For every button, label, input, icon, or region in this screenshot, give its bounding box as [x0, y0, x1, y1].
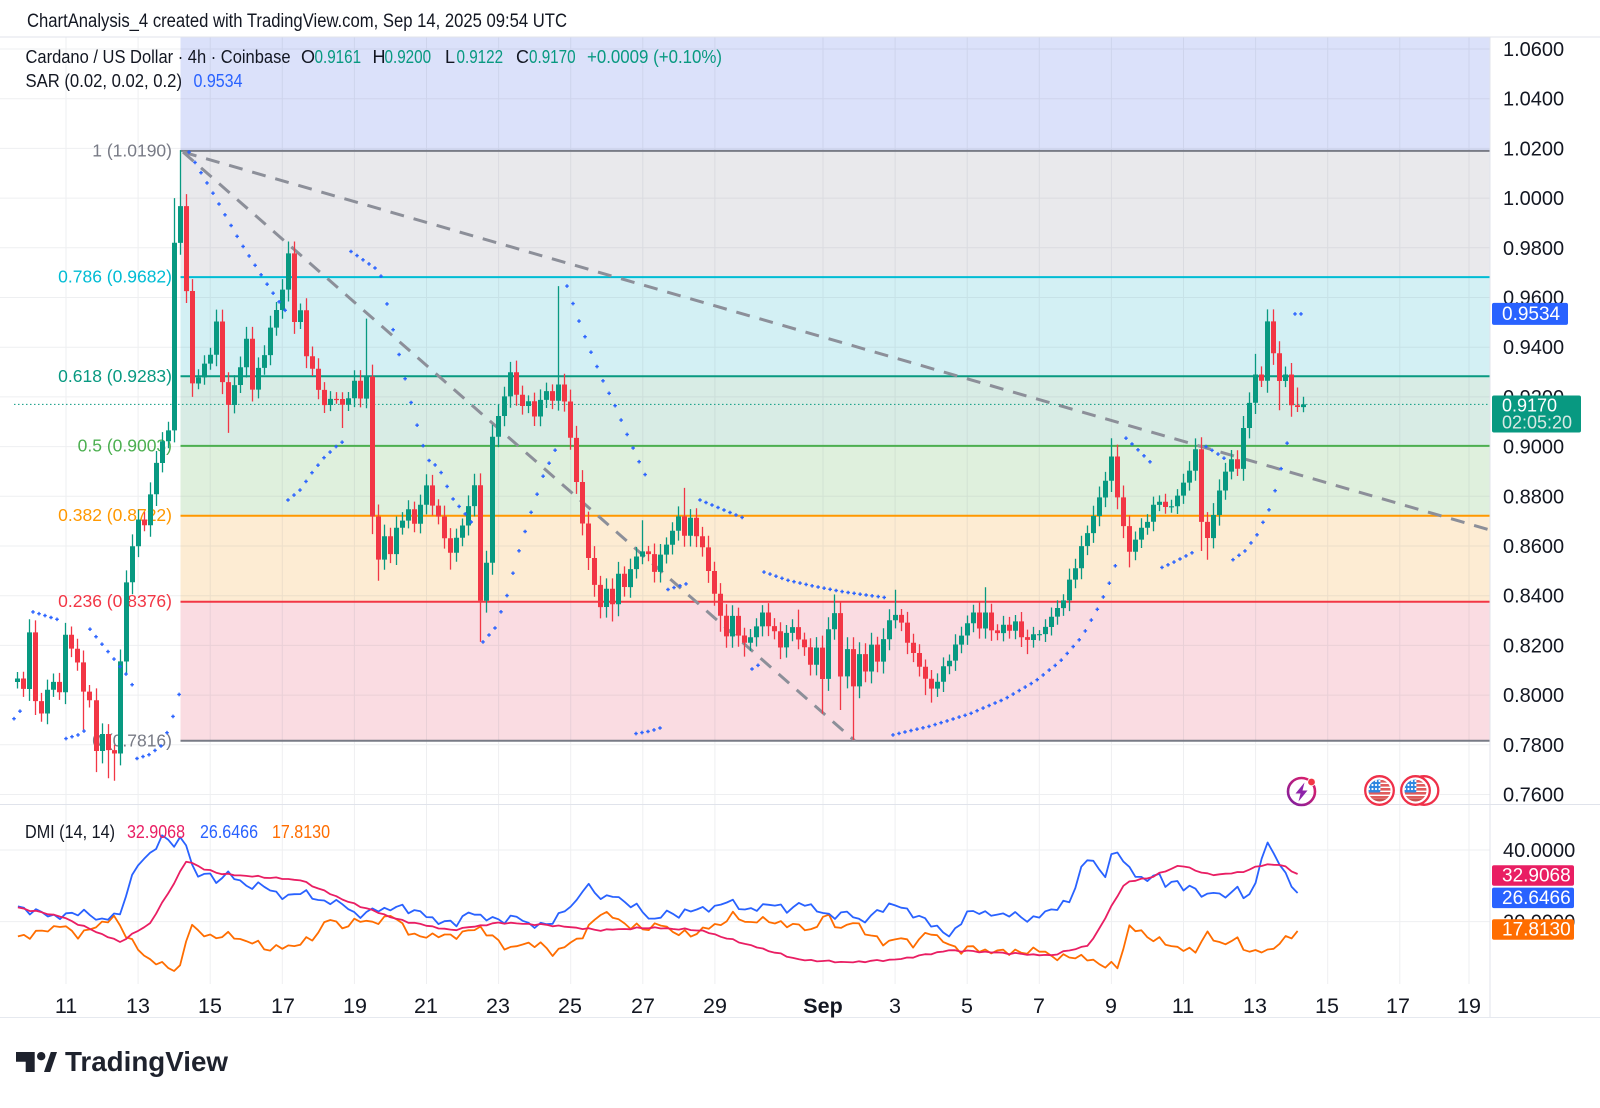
svg-text:27: 27: [631, 994, 655, 1018]
svg-text:0.9800: 0.9800: [1503, 238, 1564, 260]
svg-text:1 (1.0190): 1 (1.0190): [92, 140, 172, 160]
svg-text:0.9000: 0.9000: [1503, 437, 1564, 459]
svg-text:32.9068: 32.9068: [127, 822, 185, 842]
svg-text:0.9200: 0.9200: [385, 47, 432, 67]
svg-text:21: 21: [414, 994, 438, 1018]
svg-text:9: 9: [1105, 994, 1117, 1018]
svg-text:SAR (0.02, 0.02, 0.2): SAR (0.02, 0.02, 0.2): [26, 71, 183, 91]
svg-text:29: 29: [703, 994, 727, 1018]
svg-text:15: 15: [198, 994, 222, 1018]
svg-text:0.9400: 0.9400: [1503, 337, 1564, 359]
svg-text:0.9170: 0.9170: [1502, 396, 1557, 416]
svg-text:0.8400: 0.8400: [1503, 586, 1564, 608]
svg-text:11: 11: [1172, 994, 1194, 1018]
svg-text:0.8000: 0.8000: [1503, 685, 1564, 707]
svg-text:H: H: [373, 47, 386, 67]
svg-text:+0.0009 (+0.10%): +0.0009 (+0.10%): [587, 47, 722, 67]
svg-text:1.0400: 1.0400: [1503, 89, 1564, 111]
svg-text:13: 13: [126, 994, 150, 1018]
svg-text:0.5 (0.9003): 0.5 (0.9003): [78, 435, 172, 455]
svg-text:17: 17: [1386, 994, 1410, 1018]
svg-text:0.9122: 0.9122: [457, 47, 504, 67]
svg-text:19: 19: [1457, 994, 1481, 1018]
svg-text:0.786 (0.9682): 0.786 (0.9682): [58, 267, 172, 287]
svg-text:0.7800: 0.7800: [1503, 735, 1564, 757]
svg-text:0.8200: 0.8200: [1503, 635, 1564, 657]
svg-text:26.6466: 26.6466: [1502, 888, 1571, 909]
svg-text:7: 7: [1033, 994, 1045, 1018]
svg-text:Cardano / US Dollar · 4h · Coi: Cardano / US Dollar · 4h · Coinbase: [26, 47, 291, 67]
svg-text:40.0000: 40.0000: [1503, 840, 1575, 862]
svg-text:0.618 (0.9283): 0.618 (0.9283): [58, 366, 172, 386]
svg-text:17.8130: 17.8130: [272, 822, 330, 842]
svg-text:C: C: [516, 47, 529, 67]
svg-text:1.0600: 1.0600: [1503, 39, 1564, 61]
svg-text:23: 23: [486, 994, 510, 1018]
svg-text:TradingView: TradingView: [65, 1046, 228, 1077]
svg-text:L: L: [445, 47, 455, 67]
svg-text:32.9068: 32.9068: [1502, 865, 1571, 886]
svg-text:15: 15: [1315, 994, 1339, 1018]
svg-text:3: 3: [889, 994, 901, 1018]
svg-text:25: 25: [558, 994, 582, 1018]
svg-text:17.8130: 17.8130: [1502, 920, 1571, 941]
svg-text:0.236 (0.8376): 0.236 (0.8376): [58, 591, 172, 611]
svg-text:26.6466: 26.6466: [200, 822, 258, 842]
svg-text:1.0000: 1.0000: [1503, 188, 1564, 210]
svg-text:19: 19: [343, 994, 367, 1018]
svg-text:0.7600: 0.7600: [1503, 785, 1564, 807]
svg-text:13: 13: [1243, 994, 1267, 1018]
svg-text:02:05:20: 02:05:20: [1502, 413, 1572, 433]
svg-text:ChartAnalysis_4 created with T: ChartAnalysis_4 created with TradingView…: [27, 11, 567, 32]
svg-text:17: 17: [271, 994, 295, 1018]
svg-text:0.382 (0.8722): 0.382 (0.8722): [58, 505, 172, 525]
svg-text:0.8600: 0.8600: [1503, 536, 1564, 558]
svg-text:0.8800: 0.8800: [1503, 486, 1564, 508]
svg-text:0.9534: 0.9534: [194, 71, 243, 91]
svg-text:0 (0.7816): 0 (0.7816): [92, 730, 172, 750]
svg-text:0.9534: 0.9534: [1502, 304, 1561, 325]
svg-text:11: 11: [55, 994, 77, 1018]
svg-text:Sep: Sep: [803, 994, 842, 1018]
svg-text:0.9170: 0.9170: [529, 47, 576, 67]
svg-text:1.0200: 1.0200: [1503, 138, 1564, 160]
svg-text:0.9161: 0.9161: [315, 47, 362, 67]
svg-text:5: 5: [961, 994, 973, 1018]
svg-text:O: O: [301, 47, 315, 67]
svg-text:DMI (14, 14): DMI (14, 14): [25, 822, 115, 842]
